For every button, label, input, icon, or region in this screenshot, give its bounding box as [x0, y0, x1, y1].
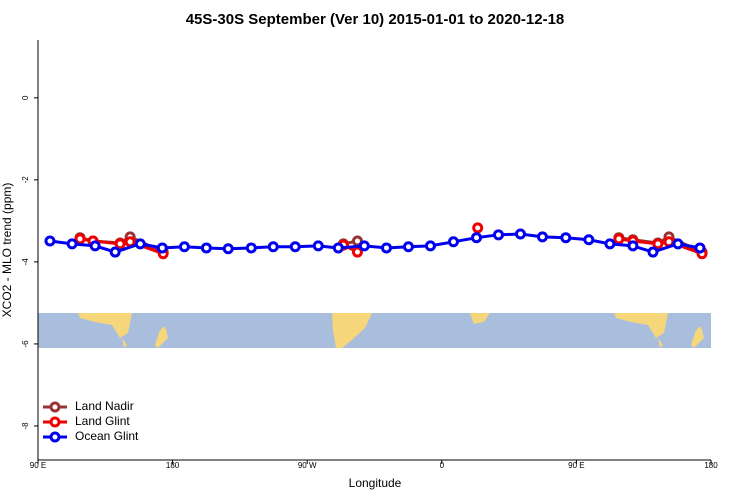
point: [222, 243, 234, 255]
y-tick-label: -4: [21, 258, 30, 266]
point: [472, 222, 484, 234]
point: [627, 240, 639, 252]
point: [109, 246, 121, 258]
point: [652, 238, 664, 250]
point: [470, 232, 482, 244]
point: [492, 229, 504, 241]
x-tick-label: 180: [166, 461, 180, 470]
point: [672, 238, 684, 250]
y-tick-label: 0: [21, 95, 30, 100]
x-axis-title: Longitude: [349, 476, 402, 490]
point: [536, 231, 548, 243]
point: [647, 246, 659, 258]
point: [267, 241, 279, 253]
point: [358, 240, 370, 252]
point: [694, 242, 706, 254]
point: [74, 233, 86, 245]
legend-marker: [49, 401, 61, 413]
y-tick-label: -2: [21, 176, 30, 184]
point: [245, 242, 257, 254]
point: [424, 240, 436, 252]
point: [134, 238, 146, 250]
point: [114, 238, 126, 250]
point: [560, 232, 572, 244]
x-tick-label: 90 E: [30, 461, 46, 470]
point: [200, 242, 212, 254]
point: [583, 234, 595, 246]
legend-label: Ocean Glint: [75, 429, 139, 443]
point: [514, 228, 526, 240]
point: [351, 246, 363, 258]
point: [312, 240, 324, 252]
point: [332, 242, 344, 254]
point: [289, 241, 301, 253]
legend-label: Land Nadir: [75, 399, 134, 413]
map-strip: [38, 313, 711, 348]
point: [178, 241, 190, 253]
point: [380, 242, 392, 254]
x-tick-label: 90 W: [298, 461, 317, 470]
point: [156, 242, 168, 254]
legend-marker: [49, 416, 61, 428]
point: [66, 238, 78, 250]
x-tick-label: 180: [704, 461, 718, 470]
chart-title: 45S-30S September (Ver 10) 2015-01-01 to…: [186, 11, 565, 28]
y-tick-label: -8: [21, 422, 30, 430]
point: [89, 240, 101, 252]
point: [613, 233, 625, 245]
legend-marker: [49, 431, 61, 443]
legend-label: Land Glint: [75, 414, 130, 428]
point: [124, 236, 136, 248]
point: [402, 241, 414, 253]
x-tick-label: 0: [440, 461, 445, 470]
x-tick-label: 90 E: [568, 461, 584, 470]
y-axis-title: XCO2 - MLO trend (ppm): [0, 183, 14, 318]
point: [44, 235, 56, 247]
point: [604, 238, 616, 250]
point: [447, 236, 459, 248]
y-tick-label: -6: [21, 340, 30, 348]
